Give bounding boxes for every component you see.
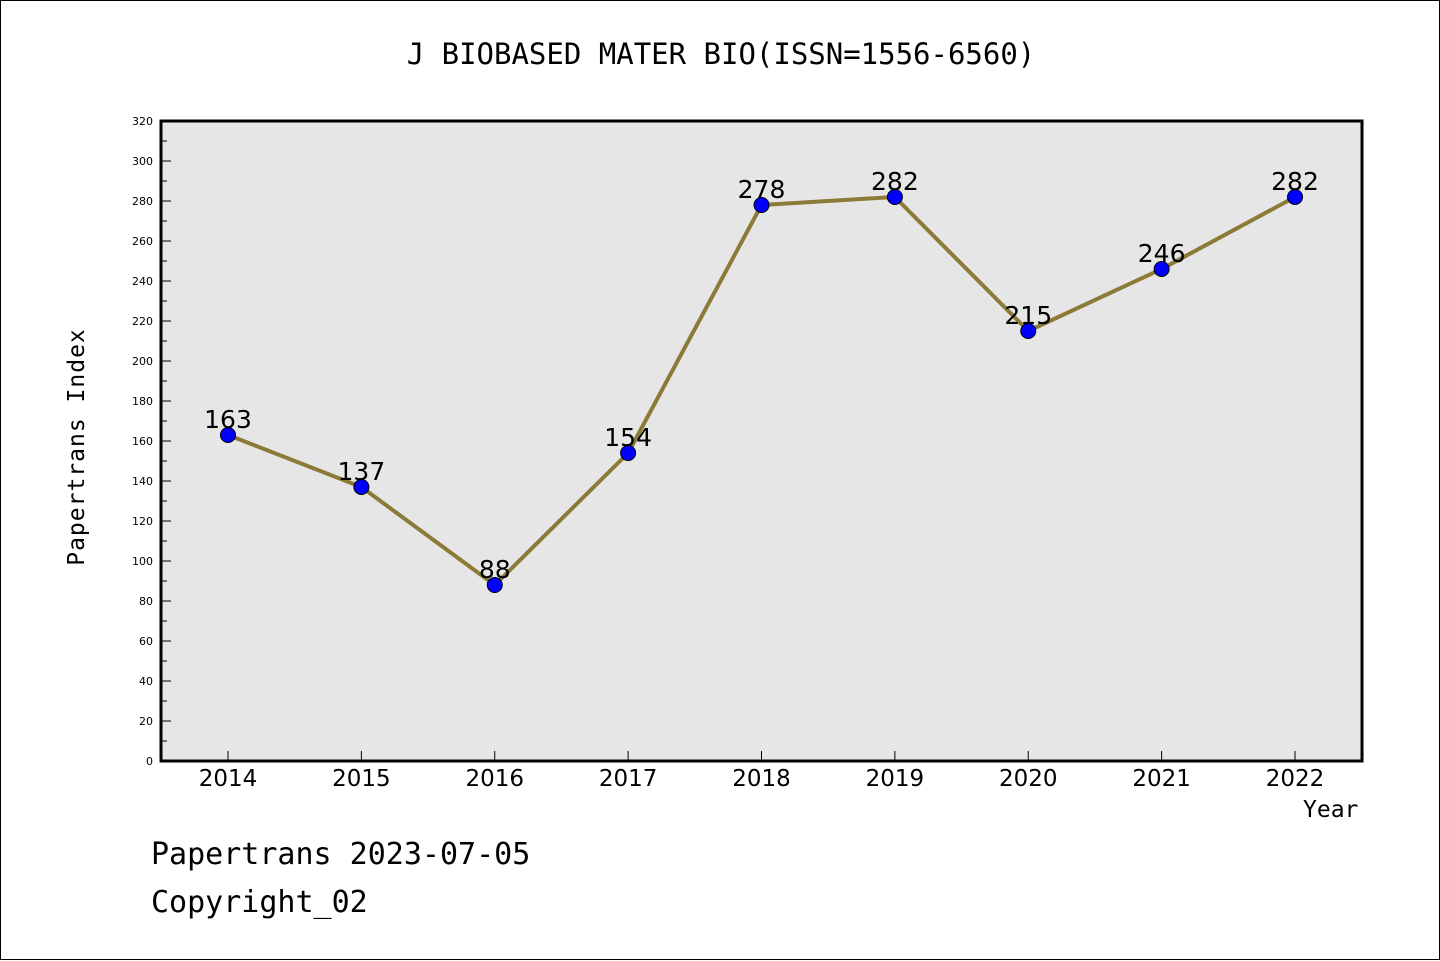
- y-tick-label: 160: [132, 435, 153, 448]
- x-axis-label: Year: [1303, 797, 1359, 823]
- data-label: 278: [738, 175, 786, 204]
- y-tick-label: 200: [132, 355, 153, 368]
- y-tick-label: 120: [132, 515, 153, 528]
- x-tick-label: 2019: [866, 766, 925, 792]
- data-point: [220, 427, 236, 443]
- x-tick-label: 2021: [1132, 766, 1191, 792]
- y-tick-label: 320: [132, 115, 153, 128]
- y-tick-label: 20: [139, 715, 153, 728]
- data-label: 88: [479, 555, 511, 584]
- data-point: [1287, 189, 1303, 205]
- data-label: 282: [1271, 167, 1319, 196]
- data-point: [886, 189, 903, 205]
- y-tick-label: 240: [132, 275, 153, 288]
- x-tick-label: 2014: [199, 766, 258, 792]
- x-tick-label: 2018: [732, 766, 791, 792]
- x-tick-label: 2016: [465, 766, 524, 792]
- data-point: [1020, 323, 1037, 339]
- y-tick-label: 0: [146, 755, 153, 768]
- y-tick-label: 140: [132, 475, 153, 488]
- x-tick-label: 2015: [332, 766, 391, 792]
- y-tick-label: 80: [139, 595, 153, 608]
- data-label: 154: [604, 423, 652, 452]
- data-label: 137: [338, 457, 386, 486]
- data-label: 215: [1004, 301, 1052, 330]
- data-point: [753, 197, 770, 213]
- plot-background: [161, 121, 1362, 761]
- y-tick-label: 60: [139, 635, 153, 648]
- data-point: [353, 479, 370, 495]
- plot-border: [159, 119, 1364, 763]
- data-label: 282: [871, 167, 919, 196]
- data-label: 246: [1138, 239, 1186, 268]
- y-tick-label: 220: [132, 315, 153, 328]
- chart-title: J BIOBASED MATER BIO(ISSN=1556-6560): [406, 37, 1036, 71]
- data-point: [620, 445, 637, 461]
- footer-date: Papertrans 2023-07-05: [151, 837, 531, 872]
- data-label: 163: [204, 405, 252, 434]
- data-point: [486, 577, 503, 593]
- y-tick-label: 180: [132, 395, 153, 408]
- y-tick-label: 280: [132, 195, 153, 208]
- y-tick-label: 40: [139, 675, 153, 688]
- data-point: [1153, 261, 1170, 277]
- x-tick-label: 2017: [599, 766, 658, 792]
- x-tick-label: 2022: [1266, 766, 1325, 792]
- x-tick-label: 2020: [999, 766, 1058, 792]
- y-tick-label: 100: [132, 555, 153, 568]
- footer-copyright: Copyright_02: [151, 885, 368, 920]
- y-tick-label: 260: [132, 235, 153, 248]
- y-tick-label: 300: [132, 155, 153, 168]
